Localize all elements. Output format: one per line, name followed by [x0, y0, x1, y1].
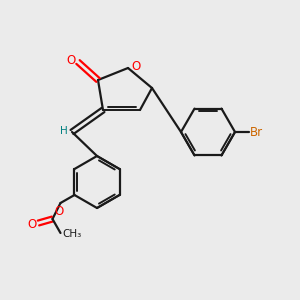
- Text: Br: Br: [250, 125, 263, 139]
- Text: O: O: [55, 205, 64, 218]
- Text: O: O: [27, 218, 37, 230]
- Text: O: O: [131, 61, 140, 74]
- Text: H: H: [60, 126, 68, 136]
- Text: O: O: [67, 55, 76, 68]
- Text: CH₃: CH₃: [62, 229, 82, 239]
